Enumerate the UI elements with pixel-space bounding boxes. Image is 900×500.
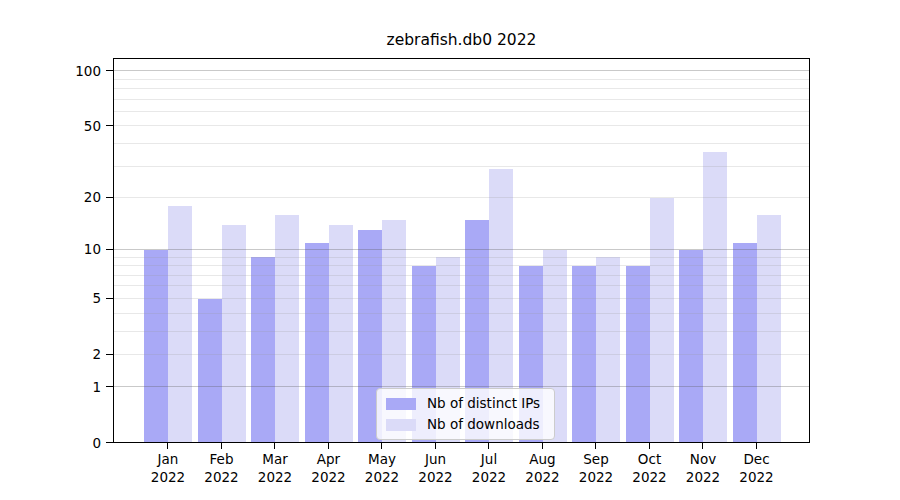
legend-row-downloads: Nb of downloads (386, 417, 540, 432)
y-tick-label-0: 0 (53, 434, 101, 452)
x-tick-mar (274, 443, 275, 449)
bar-downloads-jan (168, 206, 192, 443)
x-tick-jan (167, 443, 168, 449)
y-tick-1 (106, 386, 113, 387)
bar-ips-apr (305, 243, 329, 443)
bar-downloads-nov (703, 152, 727, 443)
legend-swatch-ips (386, 398, 416, 410)
legend-row-ips: Nb of distinct IPs (386, 396, 540, 411)
gridline-minor-60 (113, 111, 810, 112)
legend: Nb of distinct IPs Nb of downloads (376, 388, 555, 440)
y-tick-50 (106, 125, 113, 126)
legend-label-downloads: Nb of downloads (427, 417, 540, 432)
y-tick-label-100: 100 (53, 62, 101, 80)
bar-downloads-feb (222, 225, 246, 443)
chart-canvas: zebrafish.db0 2022 0125102050100Jan 2022… (0, 0, 900, 500)
y-tick-10 (106, 249, 113, 250)
gridline-minor-70 (113, 99, 810, 100)
y-tick-label-20: 20 (53, 188, 101, 206)
y-tick-20 (106, 197, 113, 198)
y-tick-label-1: 1 (53, 378, 101, 396)
bar-ips-mar (251, 257, 275, 443)
y-tick-0 (106, 442, 113, 443)
x-tick-sep (595, 443, 596, 449)
gridline-minor-80 (113, 88, 810, 89)
x-tick-dec (756, 443, 757, 449)
bar-ips-jan (144, 250, 168, 443)
gridline-minor-90 (113, 79, 810, 80)
gridline-minor-40 (113, 143, 810, 144)
bar-ips-nov (679, 250, 703, 443)
x-tick-jun (435, 443, 436, 449)
y-tick-5 (106, 298, 113, 299)
x-tick-may (381, 443, 382, 449)
legend-label-ips: Nb of distinct IPs (427, 396, 540, 411)
bar-downloads-apr (329, 225, 353, 443)
gridline-minor-50 (113, 125, 810, 126)
y-tick-label-50: 50 (53, 117, 101, 135)
bar-ips-feb (198, 299, 222, 443)
y-tick-label-10: 10 (53, 240, 101, 258)
bar-ips-dec (733, 243, 757, 443)
y-tick-100 (106, 70, 113, 71)
y-tick-label-2: 2 (53, 345, 101, 363)
bar-ips-sep (572, 266, 596, 443)
bar-downloads-sep (596, 257, 620, 443)
x-tick-aug (542, 443, 543, 449)
y-tick-label-5: 5 (53, 289, 101, 307)
x-tick-feb (221, 443, 222, 449)
x-tick-nov (702, 443, 703, 449)
bar-ips-oct (626, 266, 650, 443)
bar-downloads-mar (275, 215, 299, 443)
bar-downloads-oct (650, 198, 674, 443)
x-tick-oct (649, 443, 650, 449)
y-tick-2 (106, 354, 113, 355)
x-tick-jul (488, 443, 489, 449)
x-tick-label-dec: Dec 2022 (725, 451, 789, 486)
x-tick-apr (328, 443, 329, 449)
bar-downloads-dec (757, 215, 781, 443)
gridline-major-100 (113, 70, 810, 71)
legend-swatch-downloads (386, 419, 416, 431)
